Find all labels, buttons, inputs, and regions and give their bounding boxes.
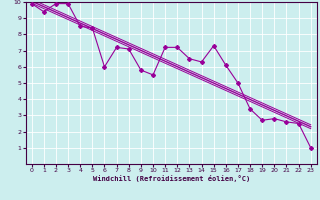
X-axis label: Windchill (Refroidissement éolien,°C): Windchill (Refroidissement éolien,°C) — [92, 175, 250, 182]
